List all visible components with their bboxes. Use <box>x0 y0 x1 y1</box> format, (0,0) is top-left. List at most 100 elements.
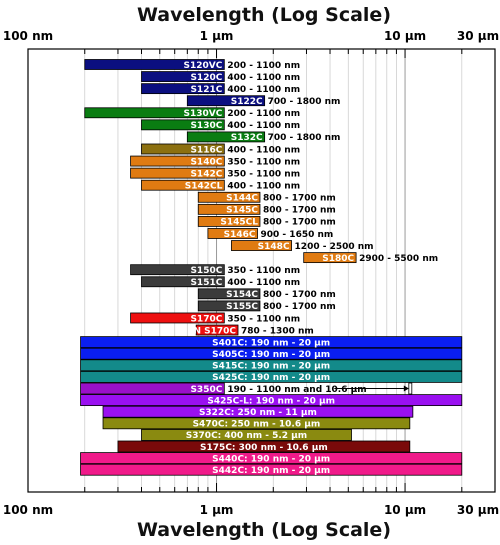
bar-rect <box>84 107 225 119</box>
bar-rect <box>231 240 292 251</box>
bar-name: S120C <box>190 73 222 83</box>
bar-s350c: S350C 190 - 1100 nm and 10.6 µm <box>80 382 413 395</box>
bar-s130vc: S130VC 200 - 1100 nm <box>84 107 300 119</box>
bar-range: 1200 - 2500 nm <box>295 242 374 252</box>
bar-range: 190 - 1100 nm and 10.6 µm <box>227 385 366 395</box>
tick-label-top: 10 µm <box>384 29 426 43</box>
bar-name: S170C <box>190 314 222 324</box>
bar-name: S148C <box>258 242 290 252</box>
bar-range: 350 - 1100 nm <box>227 314 300 324</box>
bar-range: 800 - 1700 nm <box>263 290 336 300</box>
bar-name: S116C <box>190 145 222 155</box>
bar-rect <box>197 216 261 227</box>
bar-name: S151C <box>190 278 222 288</box>
bar-name: S130C <box>190 121 222 131</box>
bar-range: 800 - 1700 nm <box>263 302 336 312</box>
bar-rect <box>80 347 463 360</box>
bar-rect <box>80 359 463 372</box>
bar-name: S144C <box>226 194 258 204</box>
bar-s120c: S120C 400 - 1100 nm <box>141 71 300 83</box>
bar-rect <box>197 300 261 312</box>
bar-name: S140C <box>190 157 222 167</box>
bar-name: S120VC <box>183 61 222 71</box>
bar-range: 400 - 1100 nm <box>227 85 300 95</box>
bar-name: S350C <box>190 385 222 395</box>
bar-range: 400 - 1100 nm <box>227 73 300 83</box>
bar-rect <box>80 394 463 407</box>
bar-range: 800 - 1700 nm <box>263 206 336 216</box>
bar-rect <box>80 463 463 476</box>
bar-label: S425C: 190 nm - 20 µm <box>212 373 330 383</box>
bar-name: S154C <box>226 290 258 300</box>
bar-rect <box>207 228 258 239</box>
bar-label: S322C: 250 nm - 11 µm <box>199 408 317 418</box>
bar-name: S130VC <box>183 109 222 119</box>
bar-rect <box>80 382 225 395</box>
bar-rect <box>84 59 225 70</box>
bar-s151c: S151C 400 - 1100 nm <box>141 276 300 288</box>
bar-range: 350 - 1100 nm <box>227 169 300 179</box>
bar-name: S142CL <box>185 182 223 192</box>
bar-s144c: S144C 800 - 1700 nm <box>197 191 336 204</box>
bar-s145cl: S145CL 800 - 1700 nm <box>197 216 336 228</box>
bottom-axis-title: Wavelength (Log Scale) <box>137 519 391 541</box>
bar-label: S405C: 190 nm - 20 µm <box>212 350 330 360</box>
bar-range: 800 - 1700 nm <box>263 194 336 204</box>
extra-point-mark <box>408 382 413 395</box>
bar-s425c: S425C: 190 nm - 20 µm <box>80 371 463 383</box>
tick-label-bottom: 30 µm <box>457 503 499 517</box>
bar-s145c: S145C 800 - 1700 nm <box>197 203 336 216</box>
bar-rect <box>141 83 225 95</box>
bar-label: S415C: 190 nm - 20 µm <box>212 362 330 372</box>
top-axis-title: Wavelength (Log Scale) <box>137 4 391 26</box>
bar-range: 700 - 1800 nm <box>268 133 341 143</box>
bar-label: S401C: 190 nm - 20 µm <box>212 338 330 348</box>
bar-range: 400 - 1100 nm <box>227 145 300 155</box>
bar-range: 400 - 1100 nm <box>227 121 300 131</box>
bar-label: S442C: 190 nm - 20 µm <box>212 466 330 476</box>
bar-name: S145C <box>226 206 258 216</box>
bar-range: 200 - 1100 nm <box>227 61 300 71</box>
bar-s440c: S440C: 190 nm - 20 µm <box>80 452 463 465</box>
bar-s142c: S142C 350 - 1100 nm <box>130 167 300 179</box>
bar-name: S122C <box>231 97 263 107</box>
bar-s154c: S154C 800 - 1700 nm <box>197 288 336 300</box>
bar-s132c: S132C 700 - 1800 nm <box>186 131 341 143</box>
bar-range: 350 - 1100 nm <box>227 157 300 167</box>
bar-rect <box>141 143 225 155</box>
bar-rect <box>80 371 463 383</box>
bar-s425c-l: S425C-L: 190 nm - 20 µm <box>80 394 463 407</box>
bar-rect <box>80 336 463 349</box>
bar-range: 200 - 1100 nm <box>227 109 300 119</box>
bar-s155c: S155C 800 - 1700 nm <box>197 300 336 312</box>
tick-label-top: 30 µm <box>457 29 499 43</box>
bar-s146c: S146C 900 - 1650 nm <box>207 228 334 240</box>
bar-range: 800 - 1700 nm <box>263 218 336 228</box>
bar-s121c: S121C 400 - 1100 nm <box>141 83 300 95</box>
bar-s470c: S470C: 250 nm - 10.6 µm <box>102 417 411 430</box>
bar-s401c: S401C: 190 nm - 20 µm <box>80 336 463 349</box>
bar-s415c: S415C: 190 nm - 20 µm <box>80 359 463 372</box>
bar-rect <box>197 191 261 203</box>
bar-s322c: S322C: 250 nm - 11 µm <box>102 405 414 418</box>
bar-name: S145CL <box>220 218 258 228</box>
bar-rect <box>102 417 411 430</box>
bar-name: S142C <box>190 169 222 179</box>
bar-rect <box>130 167 225 179</box>
bar-rect <box>80 452 463 465</box>
bar-s442c: S442C: 190 nm - 20 µm <box>80 463 463 476</box>
bar-name: S132C <box>231 133 263 143</box>
bar-range: 900 - 1650 nm <box>261 230 334 240</box>
bar-rect <box>130 312 225 324</box>
bar-s170c: S170C 350 - 1100 nm <box>130 312 300 324</box>
plot-frame <box>27 48 496 493</box>
tick-label-bottom: 1 µm <box>200 503 234 517</box>
tick-label-top: 100 nm <box>3 29 53 43</box>
bar-name: S146C <box>224 230 256 240</box>
bar-s140c: S140C 350 - 1100 nm <box>130 155 300 167</box>
bar-label: S370C: 400 nm - 5.2 µm <box>186 431 307 441</box>
extra-point-arrow <box>403 385 409 392</box>
tick-label-bottom: 10 µm <box>384 503 426 517</box>
